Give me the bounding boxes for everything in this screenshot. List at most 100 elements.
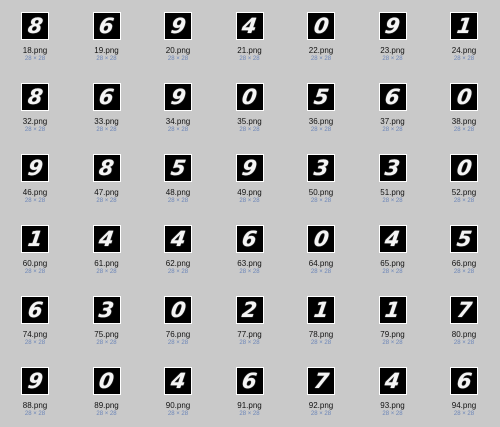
file-name[interactable]: 76.png [165,330,191,339]
file-item[interactable]: 0 35.png 28 × 28 [215,72,285,142]
file-thumbnail[interactable]: 0 [92,367,121,395]
file-thumbnail[interactable]: 7 [307,367,335,395]
file-item[interactable]: 6 94.png 28 × 28 [429,356,499,426]
file-item[interactable]: 8 47.png 28 × 28 [72,143,142,213]
file-thumbnail[interactable]: 6 [92,12,121,40]
file-thumbnail[interactable]: 8 [92,154,121,182]
file-thumbnail[interactable]: 5 [307,83,335,111]
file-name[interactable]: 33.png [94,117,119,126]
file-item[interactable]: 6 37.png 28 × 28 [358,72,428,142]
file-name[interactable]: 36.png [308,117,334,126]
file-thumbnail[interactable]: 0 [450,83,478,111]
file-item[interactable]: 1 24.png 28 × 28 [429,1,499,71]
file-name[interactable]: 74.png [22,330,48,339]
file-item[interactable]: 5 48.png 28 × 28 [143,143,213,213]
file-thumbnail[interactable]: 0 [450,154,478,182]
file-thumbnail[interactable]: 0 [307,12,335,40]
file-thumbnail[interactable]: 3 [92,296,121,324]
file-name[interactable]: 88.png [22,401,48,410]
file-thumbnail[interactable]: 0 [235,83,264,111]
file-name[interactable]: 19.png [94,46,119,55]
file-item[interactable]: 9 88.png 28 × 28 [0,356,70,426]
file-name[interactable]: 49.png [237,188,262,197]
file-name[interactable]: 60.png [22,259,48,268]
file-thumbnail[interactable]: 4 [235,12,264,40]
file-thumbnail[interactable]: 4 [378,367,407,395]
file-name[interactable]: 79.png [380,330,405,339]
file-name[interactable]: 51.png [380,188,405,197]
file-item[interactable]: 4 61.png 28 × 28 [72,214,142,284]
file-thumbnail[interactable]: 4 [378,225,407,253]
file-thumbnail[interactable]: 0 [164,296,192,324]
file-name[interactable]: 48.png [165,188,191,197]
file-thumbnail[interactable]: 9 [21,154,49,182]
file-name[interactable]: 18.png [22,46,48,55]
file-thumbnail[interactable]: 5 [450,225,478,253]
file-thumbnail[interactable]: 4 [164,225,192,253]
file-thumbnail[interactable]: 2 [235,296,264,324]
file-name[interactable]: 47.png [94,188,119,197]
file-name[interactable]: 80.png [451,330,477,339]
file-name[interactable]: 20.png [165,46,191,55]
file-item[interactable]: 0 52.png 28 × 28 [429,143,499,213]
file-item[interactable]: 8 32.png 28 × 28 [0,72,70,142]
file-thumbnail[interactable]: 1 [307,296,335,324]
file-thumbnail[interactable]: 0 [307,225,335,253]
file-thumbnail[interactable]: 8 [21,12,49,40]
file-thumbnail[interactable]: 4 [164,367,192,395]
file-name[interactable]: 64.png [308,259,334,268]
file-thumbnail[interactable]: 9 [235,154,264,182]
file-thumbnail[interactable]: 6 [450,367,478,395]
file-thumbnail[interactable]: 9 [164,83,192,111]
file-name[interactable]: 34.png [165,117,191,126]
file-name[interactable]: 91.png [237,401,262,410]
file-name[interactable]: 78.png [308,330,334,339]
file-thumbnail[interactable]: 7 [450,296,478,324]
file-item[interactable]: 4 65.png 28 × 28 [358,214,428,284]
file-thumbnail[interactable]: 6 [92,83,121,111]
file-item[interactable]: 9 34.png 28 × 28 [143,72,213,142]
file-item[interactable]: 0 38.png 28 × 28 [429,72,499,142]
file-item[interactable]: 0 22.png 28 × 28 [286,1,356,71]
file-item[interactable]: 2 77.png 28 × 28 [215,285,285,355]
file-thumbnail[interactable]: 8 [21,83,49,111]
file-name[interactable]: 65.png [380,259,405,268]
file-thumbnail[interactable]: 6 [378,83,407,111]
file-name[interactable]: 46.png [22,188,48,197]
file-item[interactable]: 4 62.png 28 × 28 [143,214,213,284]
file-name[interactable]: 61.png [94,259,119,268]
file-item[interactable]: 0 89.png 28 × 28 [72,356,142,426]
file-name[interactable]: 37.png [380,117,405,126]
file-item[interactable]: 1 78.png 28 × 28 [286,285,356,355]
file-thumbnail[interactable]: 1 [21,225,49,253]
file-item[interactable]: 7 80.png 28 × 28 [429,285,499,355]
file-item[interactable]: 0 64.png 28 × 28 [286,214,356,284]
file-item[interactable]: 6 74.png 28 × 28 [0,285,70,355]
file-name[interactable]: 62.png [165,259,191,268]
file-name[interactable]: 35.png [237,117,262,126]
file-item[interactable]: 8 18.png 28 × 28 [0,1,70,71]
file-thumbnail[interactable]: 3 [307,154,335,182]
file-name[interactable]: 22.png [308,46,334,55]
file-item[interactable]: 3 50.png 28 × 28 [286,143,356,213]
file-thumbnail[interactable]: 5 [164,154,192,182]
file-name[interactable]: 92.png [308,401,334,410]
file-name[interactable]: 21.png [237,46,262,55]
file-name[interactable]: 93.png [380,401,405,410]
file-thumbnail[interactable]: 6 [235,225,264,253]
file-name[interactable]: 52.png [451,188,477,197]
file-name[interactable]: 90.png [165,401,191,410]
file-name[interactable]: 75.png [94,330,119,339]
file-name[interactable]: 23.png [380,46,405,55]
file-item[interactable]: 4 93.png 28 × 28 [358,356,428,426]
file-thumbnail[interactable]: 9 [378,12,407,40]
file-item[interactable]: 0 76.png 28 × 28 [143,285,213,355]
file-item[interactable]: 3 75.png 28 × 28 [72,285,142,355]
file-item[interactable]: 6 91.png 28 × 28 [215,356,285,426]
file-item[interactable]: 1 60.png 28 × 28 [0,214,70,284]
file-item[interactable]: 7 92.png 28 × 28 [286,356,356,426]
file-name[interactable]: 38.png [451,117,477,126]
file-item[interactable]: 3 51.png 28 × 28 [358,143,428,213]
file-thumbnail[interactable]: 3 [378,154,407,182]
file-item[interactable]: 1 79.png 28 × 28 [358,285,428,355]
